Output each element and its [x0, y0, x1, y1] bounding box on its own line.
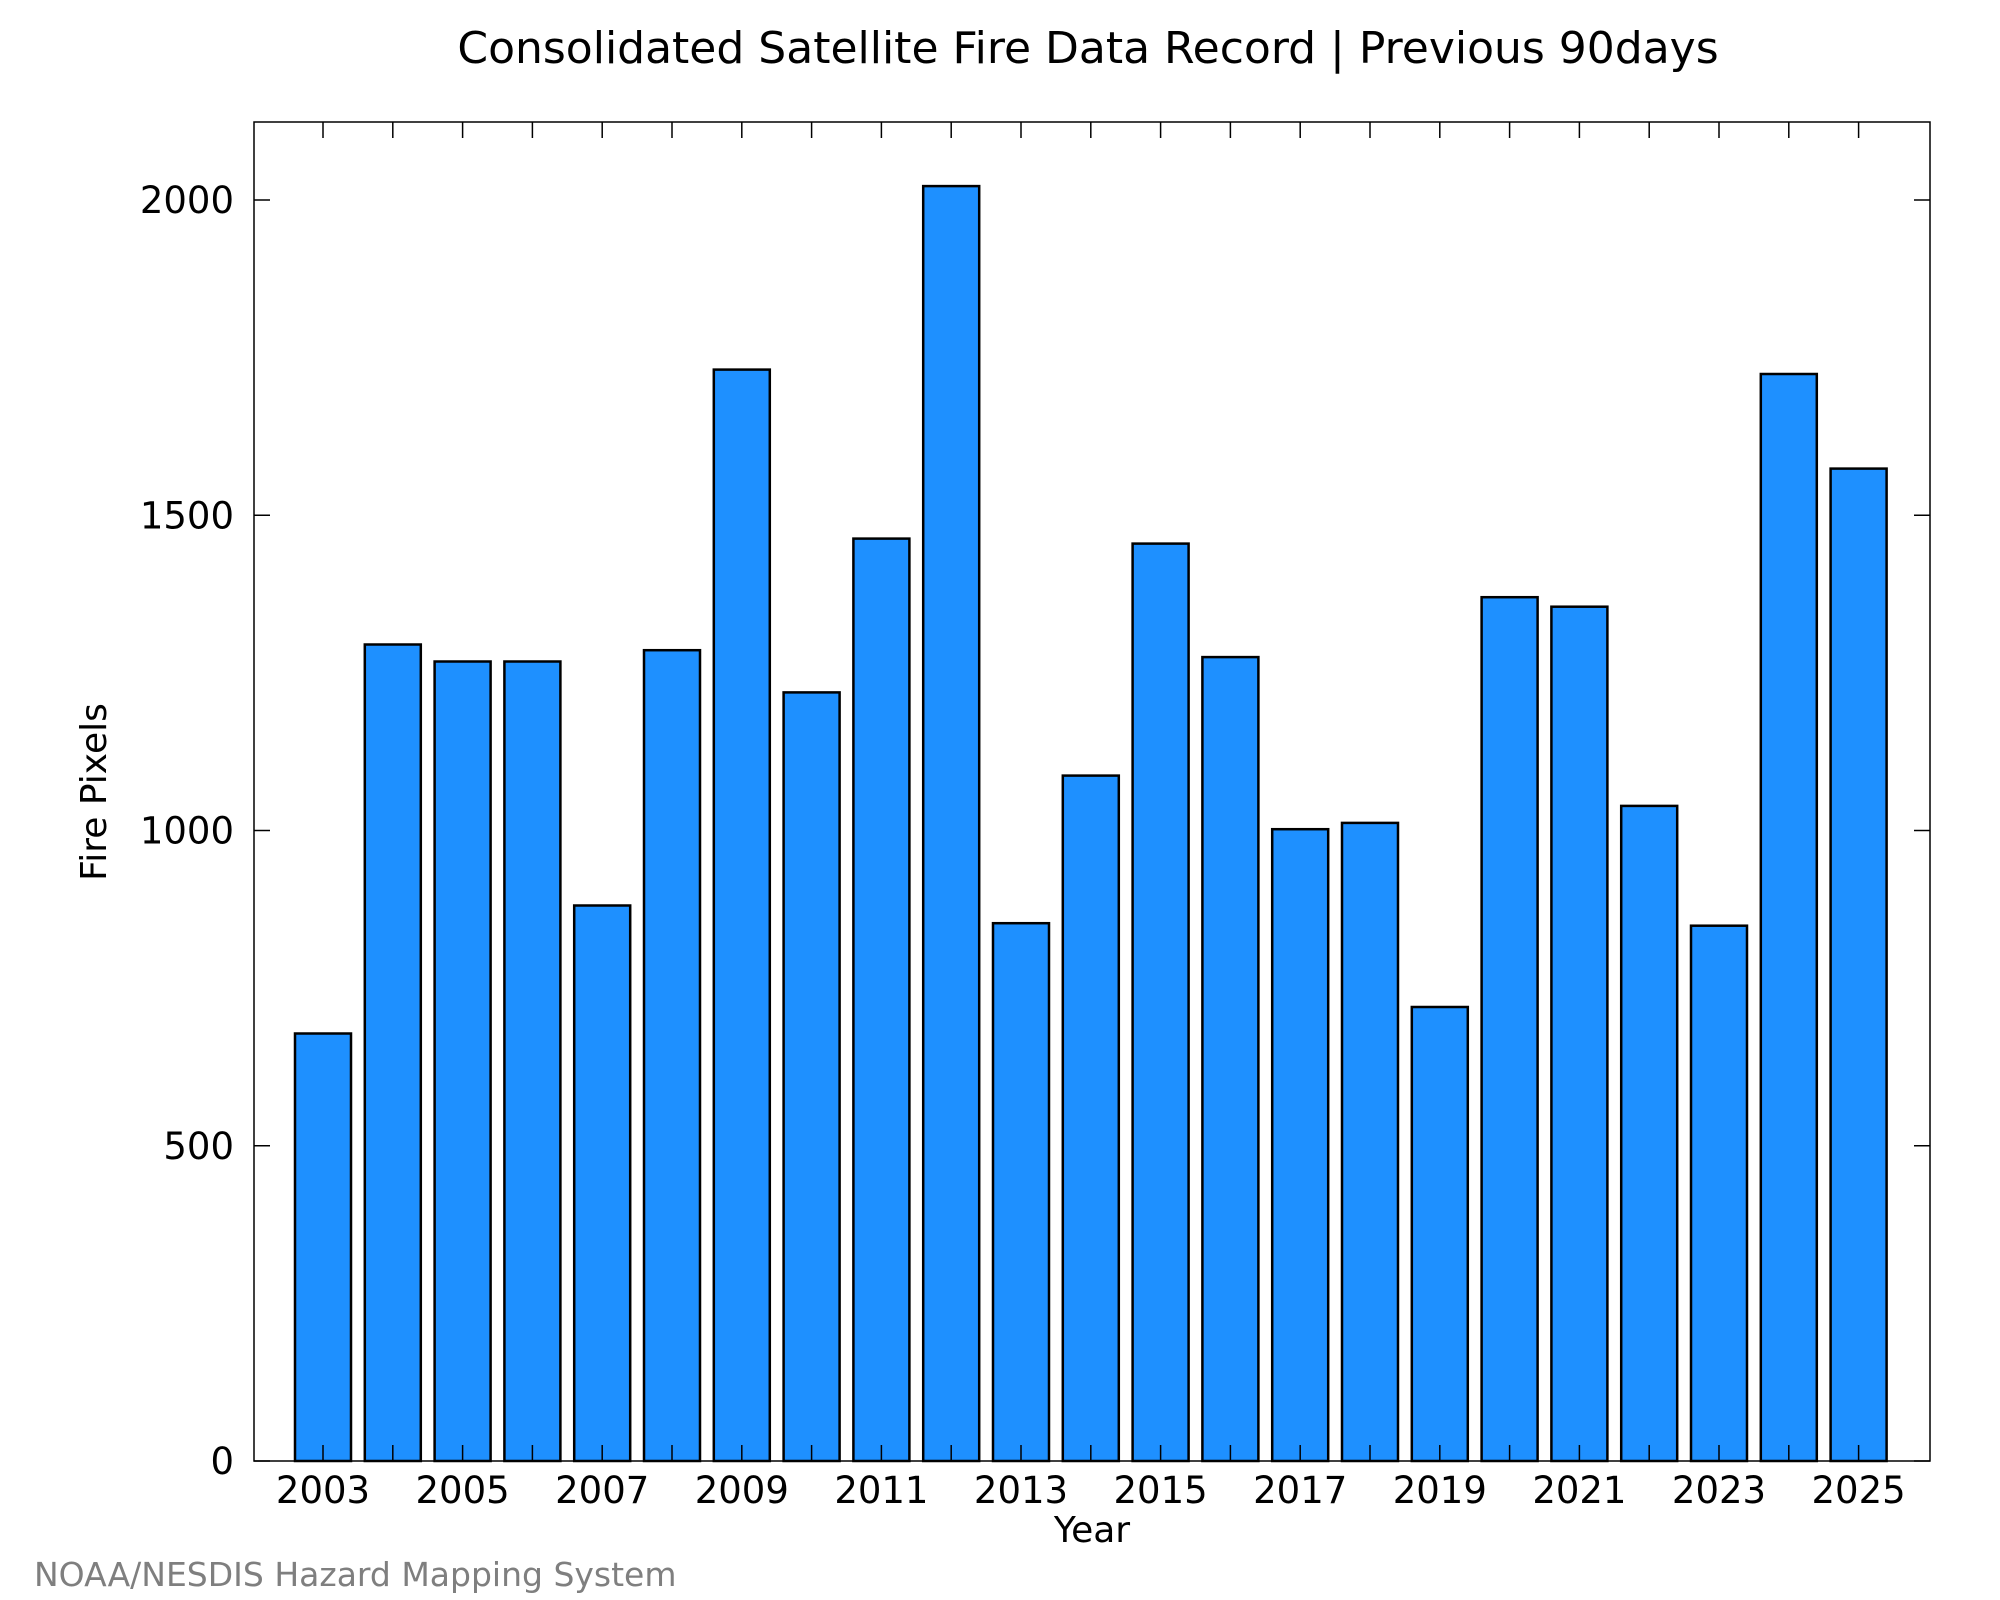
- x-tick-label-2017: 2017: [1253, 1469, 1347, 1512]
- credit-text: NOAA/NESDIS Hazard Mapping System: [34, 1555, 677, 1594]
- x-axis: 2003 2005 2007 2009 2011 2013 2015 2017 2019 2021…: [276, 122, 1906, 1512]
- x-tick-label-2013: 2013: [974, 1469, 1068, 1512]
- bar-2004: [363, 643, 423, 1463]
- chart-title: Consolidated Satellite Fire Data Record …: [457, 23, 1718, 74]
- bar-2010: [782, 691, 841, 1463]
- x-tick-label-2005: 2005: [416, 1469, 510, 1512]
- x-tick-label-2007: 2007: [555, 1469, 649, 1512]
- bar-2020: [1480, 595, 1539, 1463]
- bar-2022: [1619, 804, 1679, 1463]
- bar-2021: [1550, 605, 1609, 1463]
- bar-2015: [1131, 542, 1190, 1463]
- x-axis-label: Year: [1053, 1510, 1130, 1551]
- bar-2025: [1829, 467, 1888, 1463]
- bar-2005: [433, 660, 492, 1463]
- y-axis: 0 500 1000 1500 2000: [140, 179, 1930, 1483]
- bar-2007: [572, 904, 632, 1463]
- bar-2019: [1410, 1005, 1470, 1463]
- y-axis-label: Fire Pixels: [74, 703, 115, 881]
- bar-2006: [503, 660, 562, 1463]
- y-tick-label-2000: 2000: [140, 179, 234, 222]
- bar-2012: [921, 184, 981, 1463]
- bar-2011: [852, 537, 911, 1463]
- x-tick-label-2025: 2025: [1812, 1469, 1906, 1512]
- bar-2014: [1061, 774, 1121, 1463]
- bars-layer: [293, 184, 1888, 1463]
- x-tick-label-2015: 2015: [1114, 1469, 1208, 1512]
- bar-2017: [1270, 827, 1330, 1463]
- y-tick-label-1000: 1000: [140, 810, 234, 853]
- bar-2013: [991, 921, 1051, 1463]
- y-tick-label-1500: 1500: [140, 494, 234, 537]
- x-tick-label-2011: 2011: [834, 1469, 928, 1512]
- bar-2008: [642, 648, 702, 1463]
- bar-2024: [1759, 372, 1819, 1463]
- bar-2023: [1689, 924, 1749, 1463]
- y-tick-label-0: 0: [210, 1440, 234, 1483]
- bar-2009: [712, 368, 772, 1463]
- bar-2003: [293, 1032, 353, 1463]
- x-tick-label-2021: 2021: [1532, 1469, 1626, 1512]
- x-tick-label-2003: 2003: [276, 1469, 370, 1512]
- y-tick-label-500: 500: [163, 1125, 234, 1168]
- x-tick-label-2023: 2023: [1672, 1469, 1766, 1512]
- bar-2018: [1340, 821, 1400, 1463]
- bar-2016: [1201, 655, 1260, 1463]
- x-tick-label-2019: 2019: [1393, 1469, 1487, 1512]
- x-tick-label-2009: 2009: [695, 1469, 789, 1512]
- plot-frame: [253, 121, 1931, 1462]
